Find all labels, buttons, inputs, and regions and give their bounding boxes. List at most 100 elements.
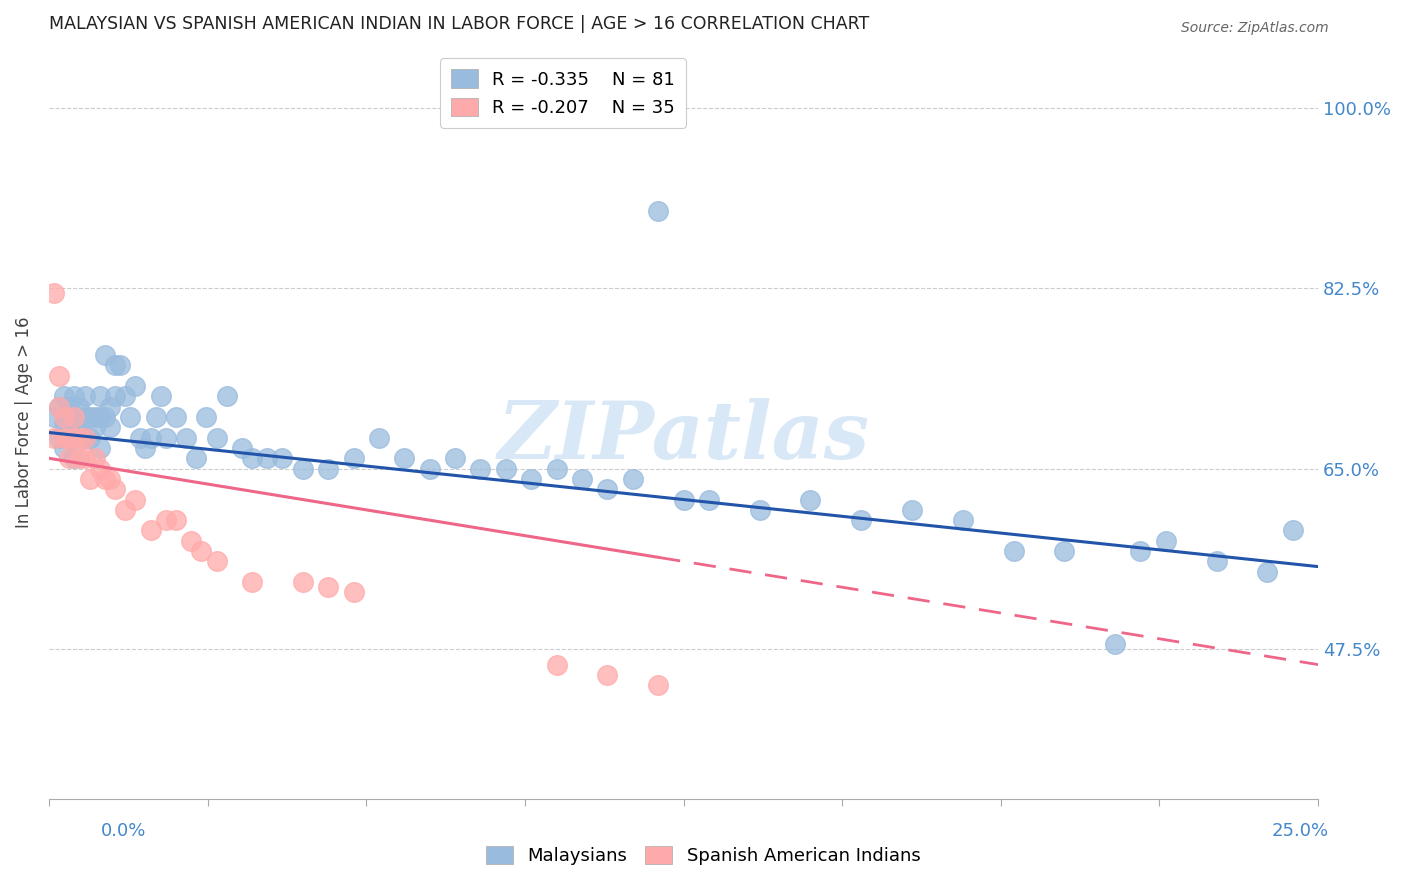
Point [67,420,90,434]
Point [316,580,339,594]
Point [134,441,156,455]
Point [546,657,568,672]
Point [647,678,669,692]
Point [73,431,96,445]
Point [205,431,228,445]
Legend: Malaysians, Spanish American Indians: Malaysians, Spanish American Indians [478,838,928,872]
Point [256,451,278,466]
Point [444,451,467,466]
Point [108,359,131,373]
Point [48,368,70,383]
Point [215,389,238,403]
Point [48,400,70,414]
Point [621,472,644,486]
Legend: R = -0.335    N = 81, R = -0.207    N = 35: R = -0.335 N = 81, R = -0.207 N = 35 [440,59,686,128]
Point [697,492,720,507]
Point [53,410,76,425]
Point [63,410,86,425]
Point [520,472,543,486]
Point [53,441,76,455]
Text: 0.0%: 0.0% [101,822,146,840]
Point [89,461,111,475]
Point [67,400,90,414]
Point [58,400,80,414]
Point [79,410,101,425]
Text: ZIPatlas: ZIPatlas [498,399,870,476]
Point [63,451,86,466]
Point [139,524,162,538]
Point [470,461,492,475]
Point [1154,533,1177,548]
Point [596,668,619,682]
Point [174,431,197,445]
Point [231,441,253,455]
Point [342,451,364,466]
Point [394,451,416,466]
Point [190,544,212,558]
Point [1256,565,1278,579]
Point [180,533,202,548]
Point [53,389,76,403]
Point [104,359,127,373]
Point [67,451,90,466]
Point [129,431,152,445]
Point [58,431,80,445]
Point [114,389,136,403]
Point [94,348,117,362]
Point [291,461,314,475]
Text: MALAYSIAN VS SPANISH AMERICAN INDIAN IN LABOR FORCE | AGE > 16 CORRELATION CHART: MALAYSIAN VS SPANISH AMERICAN INDIAN IN … [49,15,869,33]
Point [73,410,96,425]
Point [98,420,121,434]
Point [63,410,86,425]
Y-axis label: In Labor Force | Age > 16: In Labor Force | Age > 16 [15,317,32,528]
Point [271,451,294,466]
Point [495,461,517,475]
Point [73,451,96,466]
Point [63,389,86,403]
Point [104,389,127,403]
Text: Source: ZipAtlas.com: Source: ZipAtlas.com [1181,21,1329,35]
Point [98,472,121,486]
Point [83,410,105,425]
Point [94,472,117,486]
Point [186,451,208,466]
Point [165,513,187,527]
Point [83,420,105,434]
Point [145,410,167,425]
Point [53,415,76,429]
Point [89,441,111,455]
Text: 25.0%: 25.0% [1271,822,1329,840]
Point [58,420,80,434]
Point [546,461,568,475]
Point [672,492,695,507]
Point [67,431,90,445]
Point [114,503,136,517]
Point [83,451,105,466]
Point [73,389,96,403]
Point [748,503,770,517]
Point [1002,544,1025,558]
Point [1053,544,1076,558]
Point [596,482,619,496]
Point [1104,637,1126,651]
Point [647,203,669,218]
Point [799,492,821,507]
Point [240,451,263,466]
Point [316,461,339,475]
Point [952,513,974,527]
Point [1281,524,1303,538]
Point [165,410,187,425]
Point [195,410,218,425]
Point [48,431,70,445]
Point [58,431,80,445]
Point [571,472,593,486]
Point [42,286,65,301]
Point [120,410,142,425]
Point [149,389,172,403]
Point [42,410,65,425]
Point [240,575,263,590]
Point [851,513,873,527]
Point [291,575,314,590]
Point [42,431,65,445]
Point [48,400,70,414]
